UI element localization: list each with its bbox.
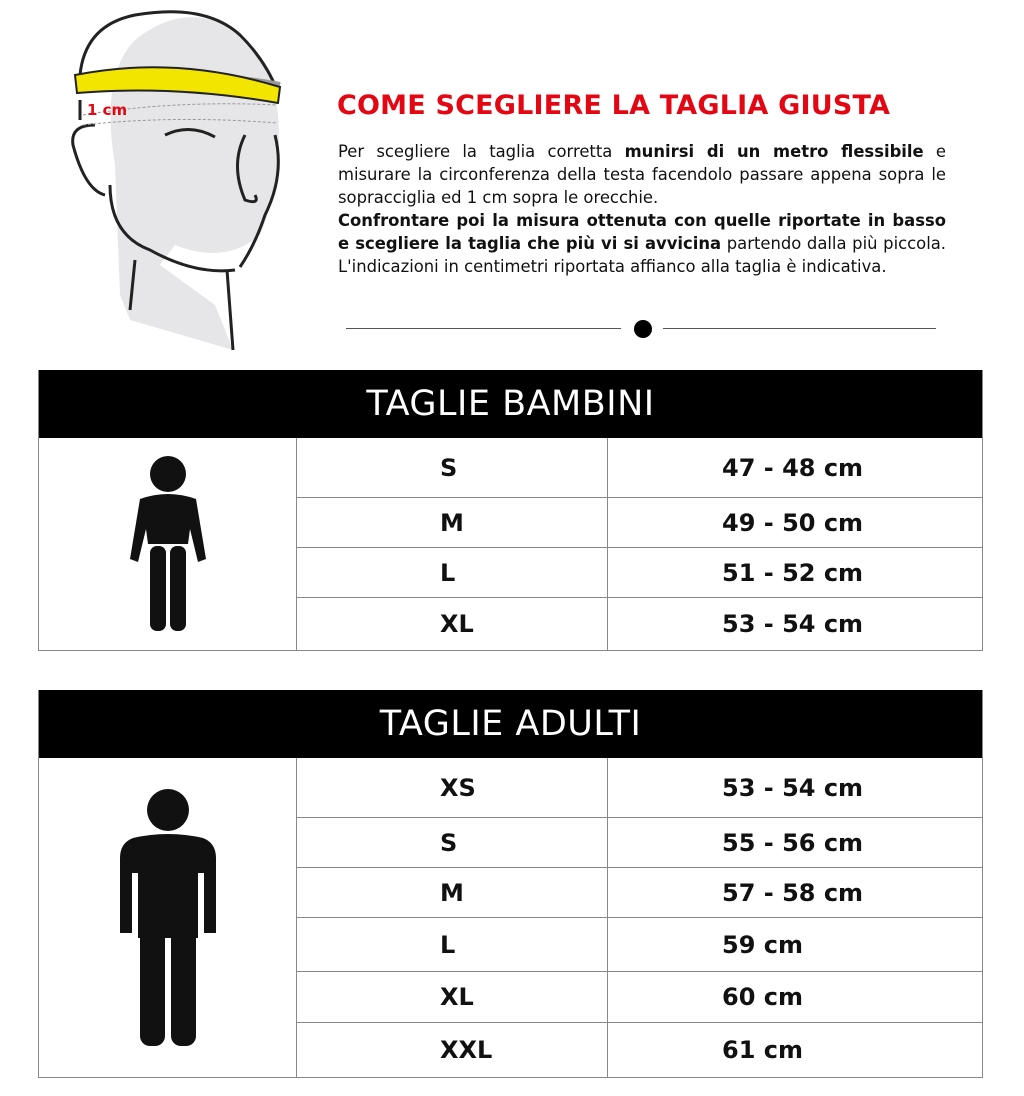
size-measure: 51 - 52 cm	[722, 558, 864, 587]
divider-right	[663, 328, 936, 329]
text-bold: Confrontare poi la misura ottenuta con q…	[338, 211, 946, 253]
size-row: L 51 - 52 cm	[297, 547, 982, 597]
text-part: Per scegliere la taglia corretta	[338, 142, 625, 161]
size-measure: 60 cm	[722, 983, 803, 1011]
size-row: L 59 cm	[297, 917, 982, 971]
size-measure: 59 cm	[722, 930, 803, 959]
size-label: XL	[297, 598, 608, 650]
size-measure: 57 - 58 cm	[722, 878, 864, 907]
size-label: XXL	[297, 1023, 608, 1077]
size-row: S 55 - 56 cm	[297, 817, 982, 867]
child-icon	[39, 438, 297, 650]
size-row: XXL 61 cm	[297, 1022, 982, 1077]
text-bold: munirsi di un metro flessibile	[624, 142, 924, 161]
size-row: XL 53 - 54 cm	[297, 597, 982, 650]
divider-left	[346, 328, 621, 329]
size-label: S	[297, 438, 608, 497]
size-measure: 47 - 48 cm	[722, 453, 864, 482]
size-label: XS	[297, 758, 608, 817]
size-label: M	[297, 498, 608, 547]
size-label: L	[297, 548, 608, 597]
size-row: S 47 - 48 cm	[297, 438, 982, 497]
size-label: L	[297, 918, 608, 971]
size-row: XS 53 - 54 cm	[297, 758, 982, 817]
size-row: XL 60 cm	[297, 971, 982, 1022]
text-part: e misurare la circonferenza della testa …	[338, 142, 946, 207]
head-measurement-illustration: 1 cm	[71, 10, 282, 351]
page-title: COME SCEGLIERE LA TAGLIA GIUSTA	[337, 90, 891, 121]
divider-dot	[634, 320, 652, 338]
size-measure: 53 - 54 cm	[722, 610, 864, 638]
size-measure: 53 - 54 cm	[722, 773, 864, 802]
size-label: M	[297, 868, 608, 917]
adult-icon	[39, 758, 297, 1077]
size-label: XL	[297, 972, 608, 1022]
size-row: M 49 - 50 cm	[297, 497, 982, 547]
one-cm-label: 1 cm	[87, 101, 127, 119]
adults-size-table: TAGLIE ADULTI XS 53 - 54 cm S 55 - 56 cm M 57…	[38, 690, 983, 1078]
size-measure: 49 - 50 cm	[722, 508, 864, 537]
size-label: S	[297, 818, 608, 867]
size-row: M 57 - 58 cm	[297, 867, 982, 917]
kids-size-table: TAGLIE BAMBINI S 47 - 48 cm M 49 - 50 cm L 51…	[38, 370, 983, 651]
size-measure: 55 - 56 cm	[722, 828, 864, 857]
adults-table-title: TAGLIE ADULTI	[39, 690, 982, 758]
instructions-text: Per scegliere la taglia corretta munirsi…	[338, 140, 946, 278]
kids-table-title: TAGLIE BAMBINI	[39, 370, 982, 438]
text-part: partendo dalla più piccola. L'indicazion…	[338, 234, 947, 276]
size-measure: 61 cm	[722, 1036, 803, 1064]
